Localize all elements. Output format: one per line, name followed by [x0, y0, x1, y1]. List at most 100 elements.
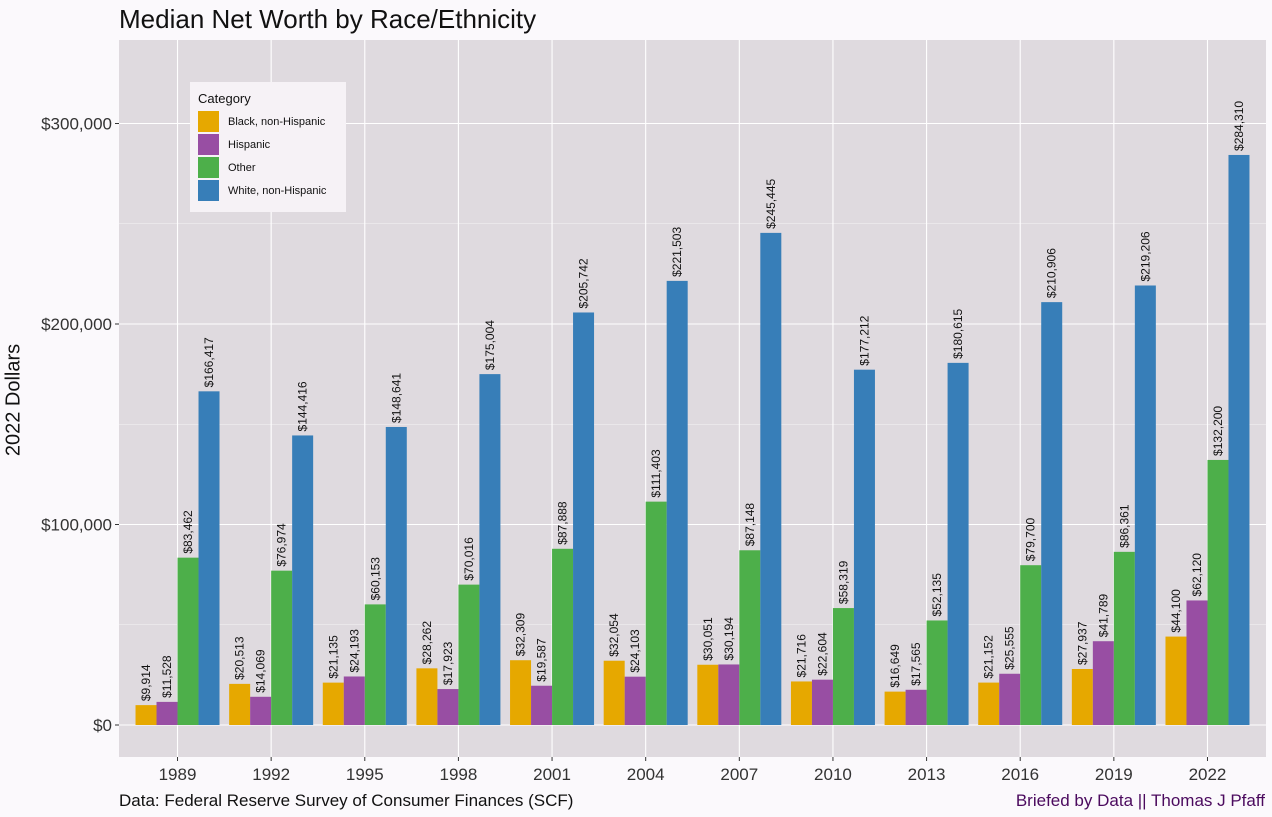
x-tick-label: 2004: [627, 765, 665, 784]
bar-value-label: $70,016: [462, 537, 476, 581]
legend-item-other: Other: [198, 156, 338, 179]
bar-value-label: $32,054: [607, 613, 621, 657]
bar-value-label: $19,587: [535, 638, 549, 682]
bar: [853, 369, 875, 725]
bar-value-label: $25,555: [1003, 626, 1017, 670]
legend-label: Other: [228, 161, 256, 174]
bar: [271, 570, 293, 725]
bar-value-label: $245,445: [764, 179, 778, 229]
bar: [198, 391, 220, 725]
bar: [1041, 302, 1063, 725]
bar: [1020, 565, 1042, 725]
x-tick-label: 2010: [814, 765, 852, 784]
bar-value-label: $32,309: [514, 613, 528, 657]
bar: [832, 608, 854, 725]
legend-swatch: [198, 111, 219, 132]
x-tick-label: 1992: [252, 765, 290, 784]
bar: [416, 668, 438, 725]
bar: [322, 682, 344, 725]
x-tick-label: 2019: [1095, 765, 1133, 784]
bar: [156, 701, 178, 725]
bar-value-label: $175,004: [483, 320, 497, 370]
bar: [437, 689, 459, 725]
bar-value-label: $148,641: [389, 373, 403, 423]
bar-value-label: $83,462: [181, 510, 195, 554]
legend-swatch: [198, 180, 219, 201]
bar: [811, 679, 833, 725]
legend-title: Category: [198, 91, 251, 106]
chart-title: Median Net Worth by Race/Ethnicity: [119, 4, 537, 34]
bar: [1134, 285, 1156, 725]
bar: [531, 685, 553, 725]
bar-value-label: $86,361: [1117, 504, 1131, 548]
legend-label: Hispanic: [228, 138, 271, 151]
bar-value-label: $27,937: [1075, 621, 1089, 665]
bar-labels: $9,914 $20,513 $21,135 $28,262 $32,309 $32,05…: [139, 101, 1246, 702]
bar: [760, 232, 782, 725]
bar-value-label: $205,742: [577, 258, 591, 308]
x-tick-label: 2016: [1001, 765, 1039, 784]
bar: [364, 604, 386, 725]
bar: [1186, 600, 1208, 725]
bar: [510, 660, 532, 725]
bar-value-label: $11,528: [160, 655, 174, 698]
bar-value-label: $30,194: [722, 617, 736, 661]
bar: [697, 664, 719, 725]
bar-value-label: $210,906: [1045, 248, 1059, 298]
x-tick-label: 2013: [908, 765, 946, 784]
bar-value-label: $21,152: [982, 635, 996, 679]
bar-value-label: $221,503: [670, 227, 684, 277]
bar-value-label: $87,888: [556, 501, 570, 545]
bar: [790, 681, 812, 725]
legend-label: White, non-Hispanic: [228, 184, 327, 197]
bar: [573, 312, 595, 725]
bar-value-label: $9,914: [139, 664, 153, 701]
x-tick-label: 2007: [720, 765, 758, 784]
bar-value-label: $177,212: [857, 315, 871, 365]
bar: [718, 664, 740, 725]
bar: [343, 676, 365, 725]
bar-value-label: $28,262: [420, 621, 434, 665]
bar-value-label: $219,206: [1138, 231, 1152, 281]
bar: [739, 550, 761, 725]
bar-value-label: $60,153: [368, 557, 382, 601]
x-tick-label: 1998: [440, 765, 478, 784]
bar: [177, 557, 199, 725]
bar: [229, 683, 251, 725]
bar-value-label: $24,193: [347, 629, 361, 673]
bar-value-label: $17,565: [909, 642, 923, 686]
bar-value-label: $87,148: [743, 503, 757, 547]
y-axis-title: 2022 Dollars: [2, 343, 25, 457]
bar: [385, 426, 407, 725]
y-tick-label: $100,000: [41, 516, 112, 535]
x-tick-label: 1989: [159, 765, 197, 784]
y-tick-label: $300,000: [41, 115, 112, 134]
source-caption: Data: Federal Reserve Survey of Consumer…: [119, 791, 574, 810]
legend: Category Black, non-Hispanic Hispanic Ot…: [190, 82, 346, 212]
legend-swatch: [198, 157, 219, 178]
legend-label: Black, non-Hispanic: [228, 115, 326, 128]
y-tick-label: $200,000: [41, 315, 112, 334]
bar: [1071, 668, 1093, 725]
bar: [1165, 636, 1187, 725]
bar-value-label: $62,120: [1190, 553, 1204, 597]
bar-value-label: $41,789: [1096, 594, 1110, 638]
bar: [624, 676, 646, 725]
bar-value-label: $144,416: [296, 381, 310, 431]
bar-value-label: $30,051: [701, 617, 715, 661]
x-tick-label: 2022: [1189, 765, 1227, 784]
bar: [978, 682, 1000, 725]
bar-value-label: $24,103: [628, 629, 642, 673]
bar: [926, 620, 948, 725]
bar: [1092, 641, 1114, 725]
legend-item-white-non-hispanic: White, non-Hispanic: [198, 179, 338, 202]
bar: [999, 673, 1021, 725]
bar: [1207, 459, 1229, 725]
bar: [947, 362, 969, 725]
x-tick-label: 2001: [533, 765, 571, 784]
legend-item-black-non-hispanic: Black, non-Hispanic: [198, 110, 338, 133]
bar-value-label: $17,923: [441, 641, 455, 685]
x-tick-label: 1995: [346, 765, 384, 784]
bar-value-label: $14,069: [254, 649, 268, 693]
legend-item-hispanic: Hispanic: [198, 133, 338, 156]
